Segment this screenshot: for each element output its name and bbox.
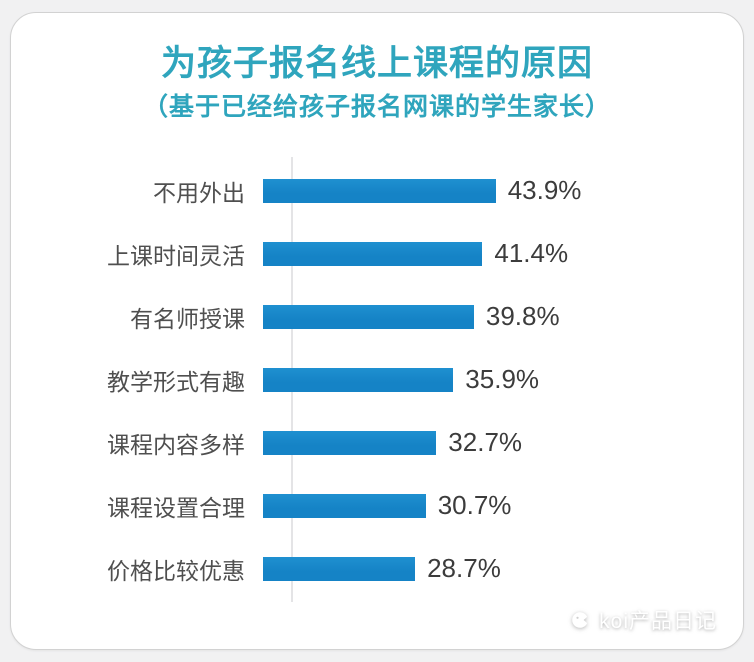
bar-track: 30.7% (263, 490, 743, 521)
bar (263, 430, 437, 455)
bar-track: 35.9% (263, 364, 743, 395)
category-label: 教学形式有趣 (107, 368, 245, 395)
watermark: koi产品日记 (569, 605, 717, 635)
chart-card: 为孩子报名线上课程的原因 （基于已经给孩子报名网课的学生家长） 不用外出 43.… (10, 12, 744, 650)
bar-row: 不用外出 43.9% (11, 159, 743, 222)
bar (263, 367, 454, 392)
bar-chart: 不用外出 43.9% 上课时间灵活 41.4% 有名师授课 39.8% 教学形式… (11, 157, 743, 602)
value-label: 35.9% (465, 364, 540, 394)
bar-track: 41.4% (263, 238, 743, 269)
value-label: 43.9% (507, 175, 582, 205)
bar (263, 493, 426, 518)
chart-title: 为孩子报名线上课程的原因 (160, 44, 593, 83)
bar-track: 43.9% (263, 175, 743, 206)
value-label: 41.4% (494, 238, 569, 268)
category-label: 价格比较优惠 (107, 557, 245, 584)
bar (263, 556, 416, 581)
bar-row: 课程内容多样 32.7% (11, 411, 743, 474)
bar-track: 39.8% (263, 301, 743, 332)
value-label: 32.7% (448, 427, 523, 457)
category-label: 上课时间灵活 (107, 242, 245, 269)
bar-track: 32.7% (263, 427, 743, 458)
value-label: 39.8% (485, 301, 560, 331)
bar (263, 304, 474, 329)
bar-rows: 不用外出 43.9% 上课时间灵活 41.4% 有名师授课 39.8% 教学形式… (11, 159, 743, 600)
bar-row: 课程设置合理 30.7% (11, 474, 743, 537)
bar (263, 241, 483, 266)
bar-row: 教学形式有趣 35.9% (11, 348, 743, 411)
category-label: 有名师授课 (130, 305, 245, 332)
bar (263, 178, 496, 203)
value-label: 28.7% (427, 553, 501, 583)
bar-track: 28.7% (263, 553, 743, 584)
bar-row: 有名师授课 39.8% (11, 285, 743, 348)
bar-row: 价格比较优惠 28.7% (11, 537, 743, 600)
category-label: 课程内容多样 (107, 431, 245, 458)
category-label: 课程设置合理 (107, 494, 245, 521)
bar-row: 上课时间灵活 41.4% (11, 222, 743, 285)
koi-fish-icon (569, 609, 591, 631)
watermark-text: koi产品日记 (599, 610, 717, 633)
chart-subtitle: （基于已经给孩子报名网课的学生家长） (142, 93, 611, 121)
value-label: 30.7% (437, 490, 512, 520)
category-label: 不用外出 (153, 179, 245, 206)
